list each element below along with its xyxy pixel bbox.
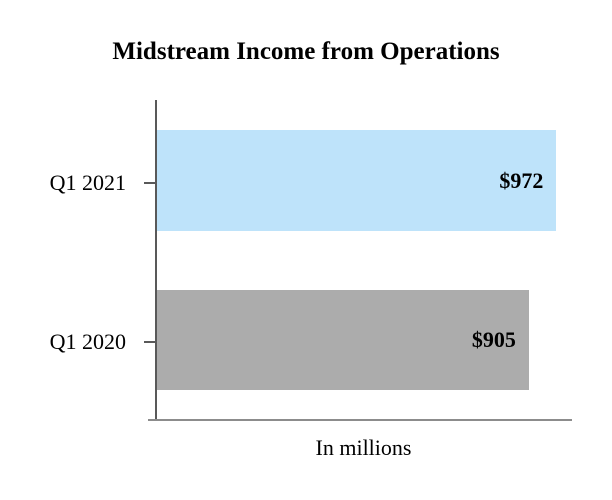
plot-area: $972 $905	[157, 0, 572, 500]
chart-title: Midstream Income from Operations	[112, 38, 500, 65]
category-label-q1-2021: Q1 2021	[49, 170, 126, 195]
bar-value-label: $905	[471, 327, 516, 352]
bar-q1-2020: $905	[157, 290, 529, 390]
x-axis-caption: In millions	[315, 435, 412, 460]
bar-q1-2021: $972	[157, 130, 557, 231]
y-axis-line	[155, 100, 157, 421]
bar-value-label: $972	[499, 167, 544, 193]
y-axis-tick	[144, 182, 156, 184]
y-axis-tick	[144, 341, 156, 343]
x-axis-line	[148, 419, 572, 421]
category-label-q1-2020: Q1 2020	[49, 329, 126, 354]
